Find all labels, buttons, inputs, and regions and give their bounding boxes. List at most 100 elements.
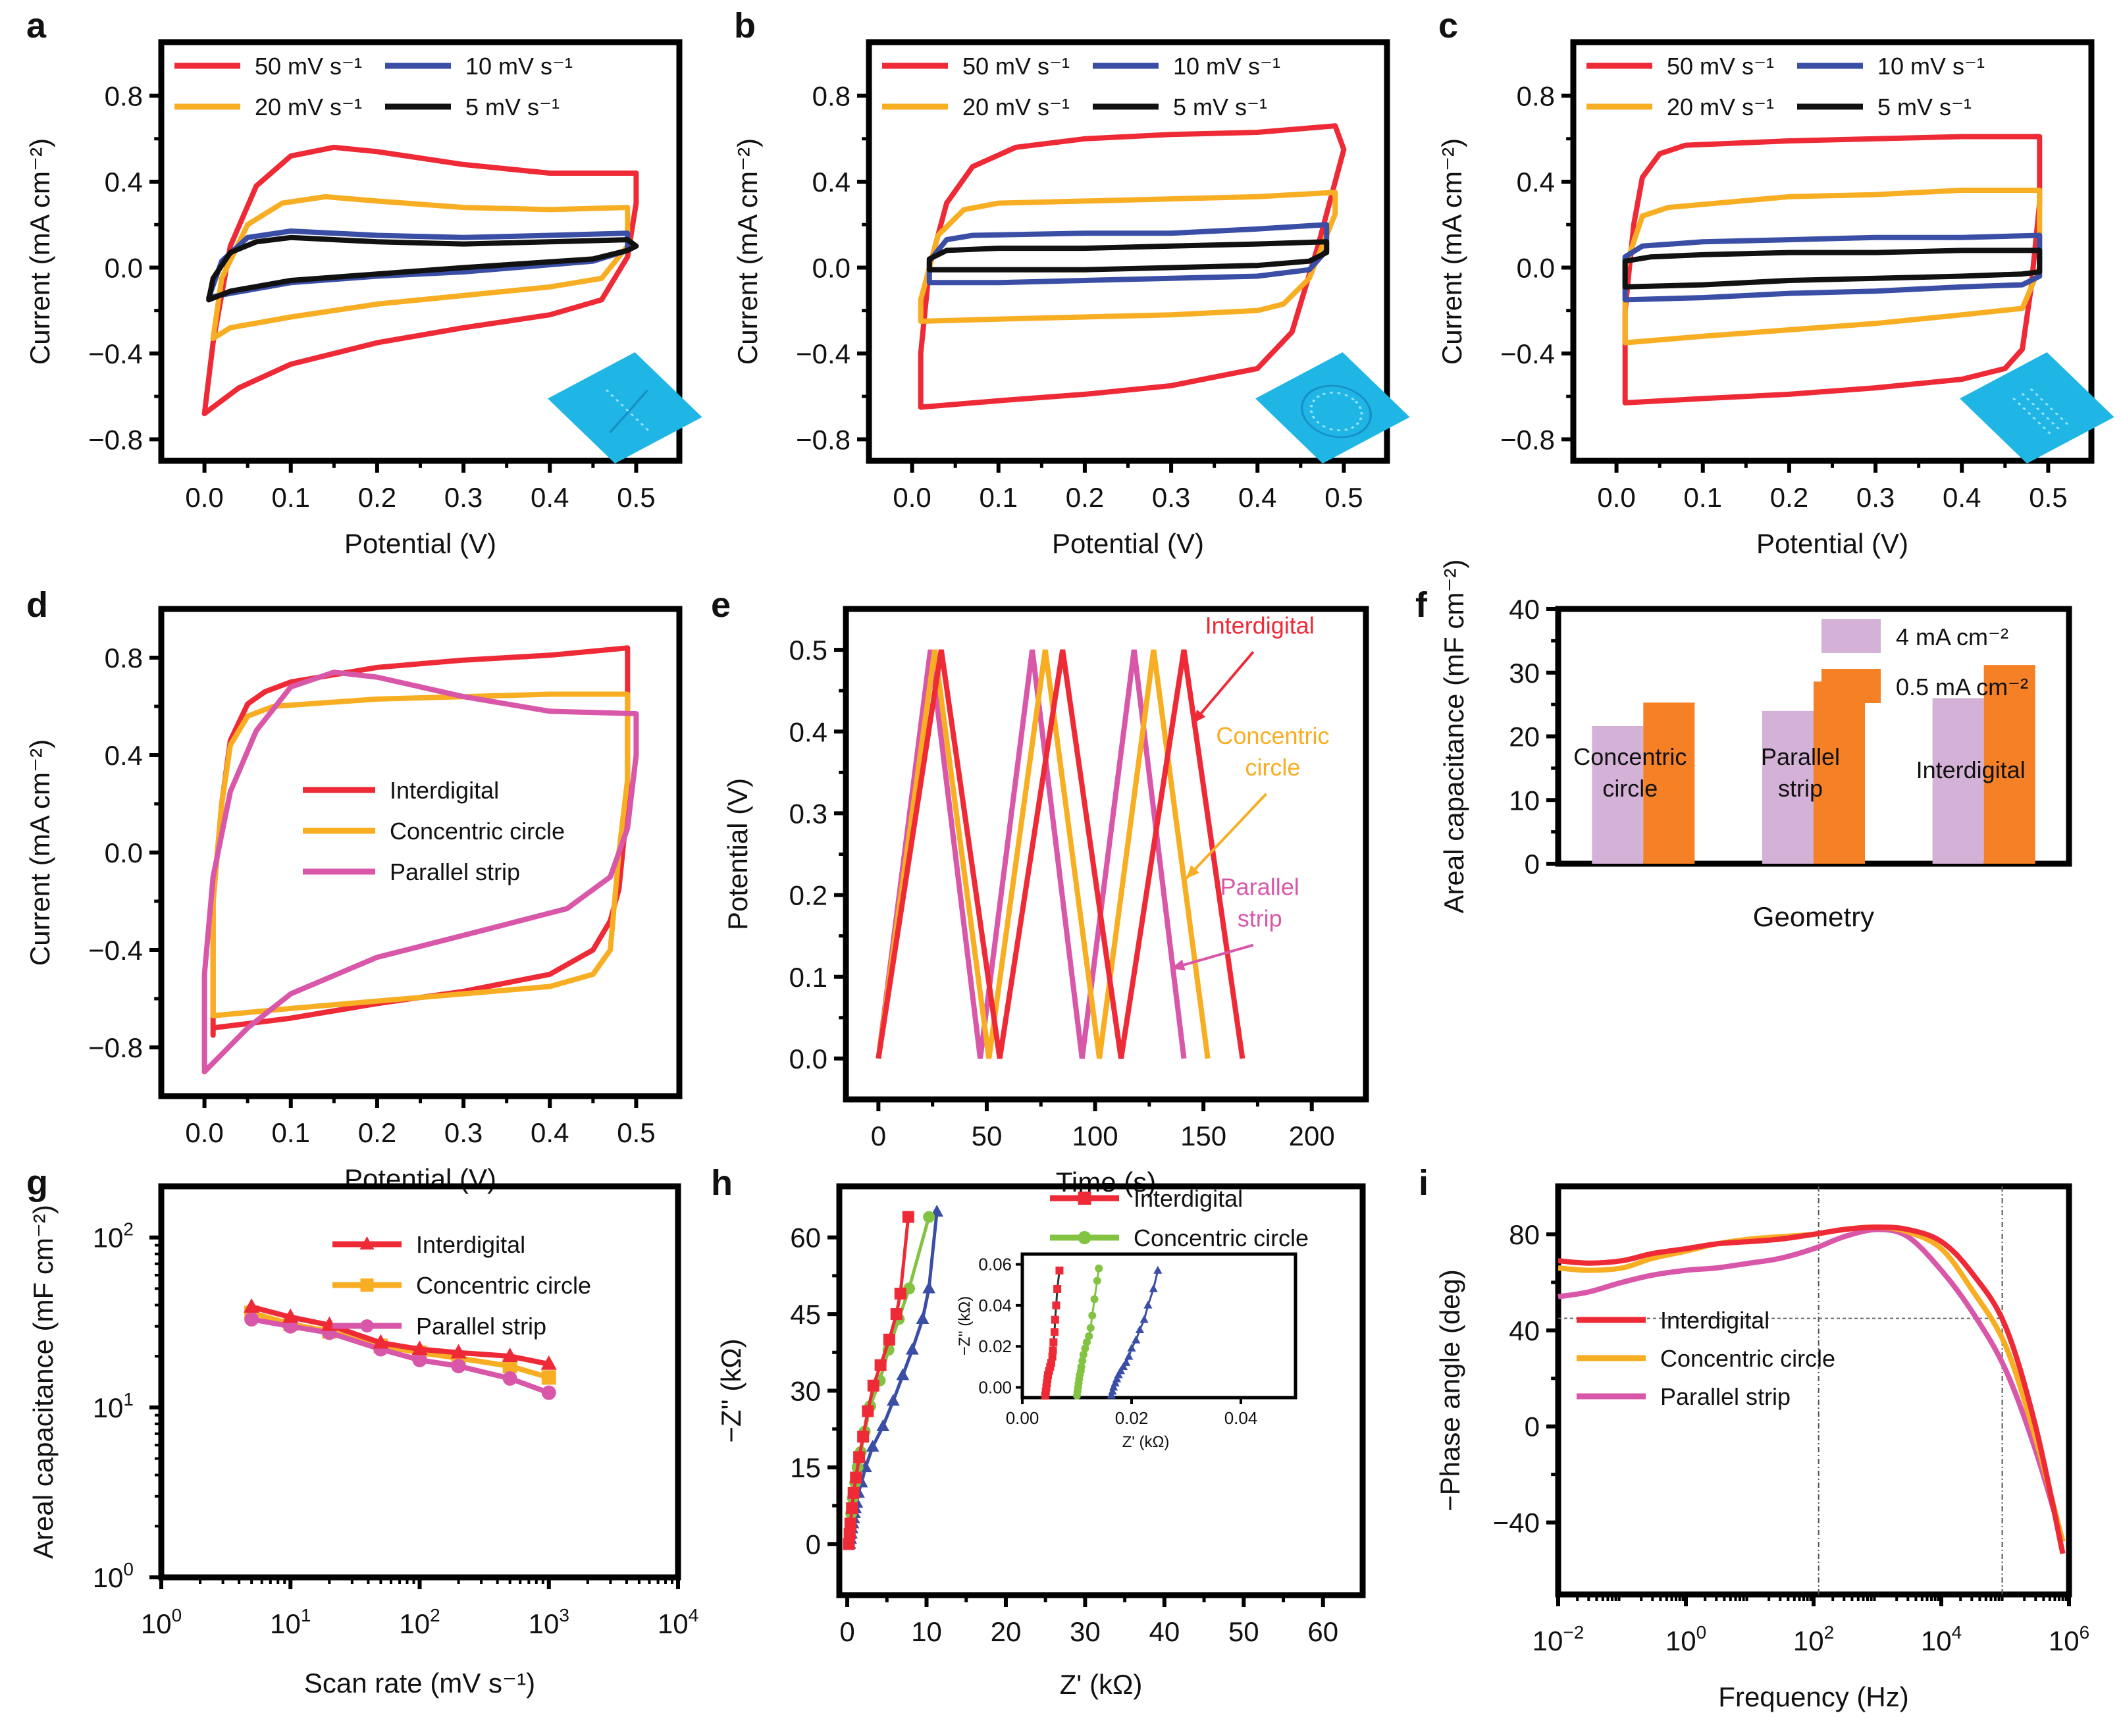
annotation-label: Concentric <box>1216 722 1329 749</box>
legend-label: Concentric circle <box>390 818 565 845</box>
arrow-head <box>1170 959 1186 970</box>
device-substrate <box>548 352 702 464</box>
inset-y-tick-label: 0.04 <box>978 1296 1012 1315</box>
axes: 0.0 0.1 0.2 0.3 0.4 0.5−0.8−0.40.00.40.8Poten… <box>1436 39 2095 559</box>
legend-label: 10 mV s⁻¹ <box>1877 53 1985 80</box>
inset-data-point <box>1050 1328 1059 1336</box>
series-group <box>918 123 1347 410</box>
device-photo-inset <box>1960 352 2114 464</box>
legend-label: Concentric circle <box>416 1272 591 1299</box>
legend-label: 20 mV s⁻¹ <box>255 93 362 120</box>
annotation-label: Parallel <box>1220 874 1299 901</box>
panel-letter: a <box>26 6 47 45</box>
inset-data-point <box>1052 1301 1060 1309</box>
bar-category-label: Concentric <box>1573 743 1687 770</box>
inset-data-point <box>1081 1344 1089 1353</box>
data-point <box>450 1344 467 1359</box>
inset-y-tick-label: 0.06 <box>978 1255 1012 1275</box>
y-tick-label: −0.8 <box>1500 424 1555 455</box>
inset-data-point <box>1086 1324 1095 1332</box>
data-point <box>373 1334 389 1349</box>
x-tick-label: 0.3 <box>1152 482 1190 513</box>
device-substrate <box>1255 352 1410 464</box>
x-axis-title: Frequency (Hz) <box>1718 1681 1908 1712</box>
axes: 0.0 0.1 0.2 0.3 0.4 0.5−0.8−0.40.00.40.8Poten… <box>24 606 683 1194</box>
legend-item: 20 mV s⁻¹ <box>1586 93 1774 120</box>
inset-data-point <box>1047 1359 1055 1367</box>
chart-svg: 0 10 20 30 40 Concentric circle Parallel strip In… <box>1438 560 2072 932</box>
legend-item: 50 mV s⁻¹ <box>174 53 362 80</box>
legend-label: Parallel strip <box>390 858 520 885</box>
inset-data-point <box>1095 1264 1103 1273</box>
x-tick-label: 0.2 <box>1770 482 1808 513</box>
legend-item: 5 mV s⁻¹ <box>385 93 560 120</box>
inset-data-point <box>1107 1390 1116 1399</box>
x-tick-label: 40 <box>1149 1616 1180 1647</box>
legend-label: Interdigital <box>416 1231 525 1258</box>
annotation-label: strip <box>1238 905 1282 932</box>
y-tick-label: −0.4 <box>88 935 143 966</box>
device-photo-inset <box>1255 352 1410 464</box>
panel-letter: e <box>711 585 731 625</box>
y-tick-label: −0.8 <box>796 424 851 455</box>
x-tick-label: 106 <box>2049 1622 2089 1656</box>
phase-curve <box>1558 1224 2066 1542</box>
x-tick-label: 150 <box>1180 1120 1226 1151</box>
data-point <box>244 1298 260 1313</box>
gcd-curve <box>876 649 1187 1059</box>
data-point <box>922 1281 936 1294</box>
data-point <box>866 1440 879 1452</box>
legend-label: 4 mA cm⁻² <box>1896 623 2008 650</box>
legend-label: Parallel strip <box>1660 1383 1791 1410</box>
legend-marker-circle <box>360 1319 374 1332</box>
data-point <box>923 1211 935 1223</box>
legend-item: Parallel strip <box>332 1313 546 1340</box>
x-axis-title: Potential (V) <box>344 528 496 559</box>
panel-c-cv-parallel: 0.0 0.1 0.2 0.3 0.4 0.5 −0.8 −0.4 0.0 0.4 0.8 Poten… <box>1412 0 2121 566</box>
x-tick-label: 10 <box>911 1616 942 1647</box>
inset-y-tick-label: 0.00 <box>978 1377 1012 1397</box>
annotation-arrow <box>1185 793 1267 880</box>
legend-marker-triangle <box>359 1236 375 1249</box>
legend: Interdigital Concentric circle Parallel st… <box>1577 1307 1835 1410</box>
inset-data-point <box>1112 1374 1122 1382</box>
panel-d-cv-comparison: 0.0 0.1 0.2 0.3 0.4 0.5 −0.8 −0.4 0.0 0.4 0.8 Poten… <box>0 579 711 1194</box>
x-tick-label: 0.3 <box>444 1117 483 1148</box>
cv-curve <box>926 239 1330 273</box>
panel-letter: g <box>26 1163 48 1203</box>
y-tick-label: 20 <box>1509 722 1540 752</box>
y-tick-label: −0.4 <box>796 338 851 369</box>
y-tick-label: 15 <box>790 1452 821 1483</box>
y-tick-label: −40 <box>1493 1508 1540 1539</box>
inset-data-point <box>1132 1335 1141 1344</box>
legend-item: Concentric circle <box>1577 1345 1835 1372</box>
inset-data-point <box>1118 1362 1128 1371</box>
inset-data-point <box>1139 1315 1149 1323</box>
data-point <box>916 1312 930 1325</box>
x-axis-title: Z' (kΩ) <box>1060 1669 1143 1700</box>
x-tick-label: 0.4 <box>1943 482 1981 513</box>
legend-item: 4 mA cm⁻² <box>1821 619 2008 653</box>
legend-item: Concentric circle <box>303 818 565 845</box>
data-point <box>846 1502 858 1515</box>
arrow-head <box>1186 865 1199 879</box>
inset-data-point <box>1077 1363 1086 1371</box>
cv-curve <box>1622 134 2043 406</box>
panel-letter: d <box>26 585 48 625</box>
panel-e-gcd-curves: 0 50 100 150 200 0.0 0.1 0.2 0.3 0.4 0.5 Time (s) Po… <box>708 579 1419 1197</box>
inset-x-title: Z' (kΩ) <box>1122 1433 1170 1451</box>
inset-data-point <box>1149 1284 1158 1292</box>
y-tick-label: 0.8 <box>105 81 143 112</box>
bar <box>1592 726 1644 864</box>
inset-y-tick-label: 0.02 <box>978 1336 1012 1356</box>
legend-item: Concentric circle <box>1050 1224 1309 1251</box>
inset-data-point <box>1122 1357 1131 1366</box>
data-point <box>896 1368 910 1381</box>
data-point <box>541 1370 556 1385</box>
y-tick-label: 0.3 <box>789 798 827 829</box>
bar <box>1814 681 1865 864</box>
y-tick-label: 0.8 <box>105 643 143 673</box>
x-tick-label: 0.1 <box>980 482 1018 513</box>
device-photo-inset <box>548 352 702 464</box>
legend-label: Concentric circle <box>1660 1345 1835 1372</box>
